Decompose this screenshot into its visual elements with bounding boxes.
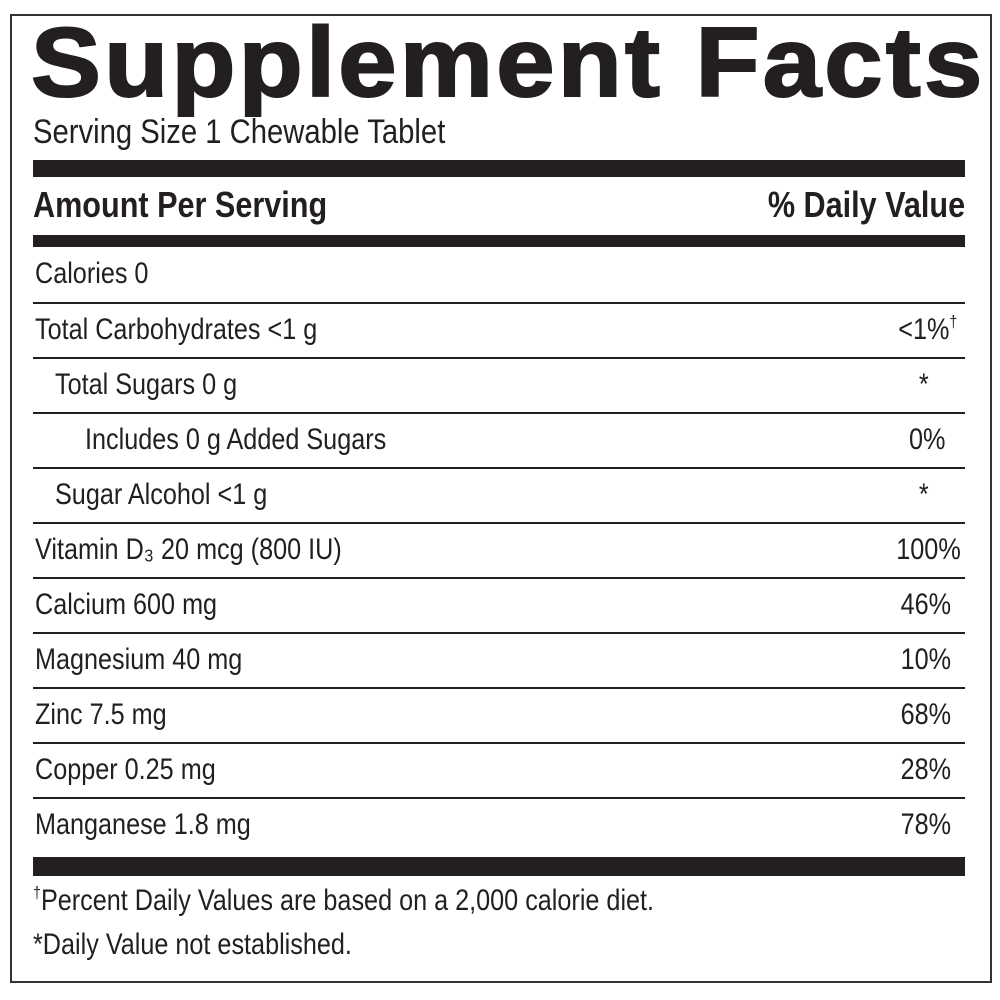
nutrient-row: Vitamin D₃ 20 mcg (800 IU) 100% xyxy=(33,522,965,579)
medium-divider xyxy=(33,235,965,247)
nutrient-name: Total Sugars 0 g xyxy=(55,368,238,401)
footnote-not-established: *Daily Value not established. xyxy=(33,928,352,961)
daily-value: 28% xyxy=(900,753,951,786)
label-title: Supplement Facts xyxy=(30,7,986,117)
daily-value: 78% xyxy=(900,808,951,841)
daily-value: 100% xyxy=(896,533,961,566)
daily-value-header: % Daily Value xyxy=(767,184,965,225)
nutrient-name: Includes 0 g Added Sugars xyxy=(85,423,387,456)
nutrient-name: Manganese 1.8 mg xyxy=(35,808,251,841)
thick-divider xyxy=(33,160,965,177)
serving-size: Serving Size 1 Chewable Tablet xyxy=(33,113,446,151)
nutrient-row: Calories 0 xyxy=(33,248,965,303)
daily-value: * xyxy=(919,368,929,401)
dagger-mark: † xyxy=(949,312,957,331)
daily-value: <1%† xyxy=(897,312,957,346)
daily-value: 46% xyxy=(900,588,951,621)
nutrient-row: Magnesium 40 mg 10% xyxy=(33,632,965,689)
nutrient-name: Zinc 7.5 mg xyxy=(35,698,167,731)
daily-value: 0% xyxy=(908,423,945,456)
daily-value: 68% xyxy=(900,698,951,731)
nutrient-row: Includes 0 g Added Sugars 0% xyxy=(33,412,965,469)
thick-divider xyxy=(33,857,965,876)
nutrient-row: Manganese 1.8 mg 78% xyxy=(33,797,965,854)
nutrient-row: Zinc 7.5 mg 68% xyxy=(33,687,965,744)
nutrient-row: Copper 0.25 mg 28% xyxy=(33,742,965,799)
nutrient-name: Calories 0 xyxy=(35,257,149,290)
dagger-mark: † xyxy=(33,883,41,902)
nutrient-name: Calcium 600 mg xyxy=(35,588,218,621)
footnote-daily-values: †Percent Daily Values are based on a 2,0… xyxy=(33,883,655,917)
daily-value: 10% xyxy=(900,643,951,676)
nutrient-name: Sugar Alcohol <1 g xyxy=(55,478,268,511)
daily-value: * xyxy=(919,478,929,511)
nutrient-name: Total Carbohydrates <1 g xyxy=(35,313,318,346)
nutrient-row: Total Sugars 0 g * xyxy=(33,357,965,414)
nutrient-row: Calcium 600 mg 46% xyxy=(33,577,965,634)
amount-per-serving-header: Amount Per Serving xyxy=(33,184,328,225)
nutrient-name: Vitamin D₃ 20 mcg (800 IU) xyxy=(35,533,342,566)
nutrient-row: Total Carbohydrates <1 g <1%† xyxy=(33,302,965,359)
nutrient-row: Sugar Alcohol <1 g * xyxy=(33,467,965,524)
nutrient-name: Copper 0.25 mg xyxy=(35,753,216,786)
nutrient-name: Magnesium 40 mg xyxy=(35,643,243,676)
label-border xyxy=(10,14,992,983)
